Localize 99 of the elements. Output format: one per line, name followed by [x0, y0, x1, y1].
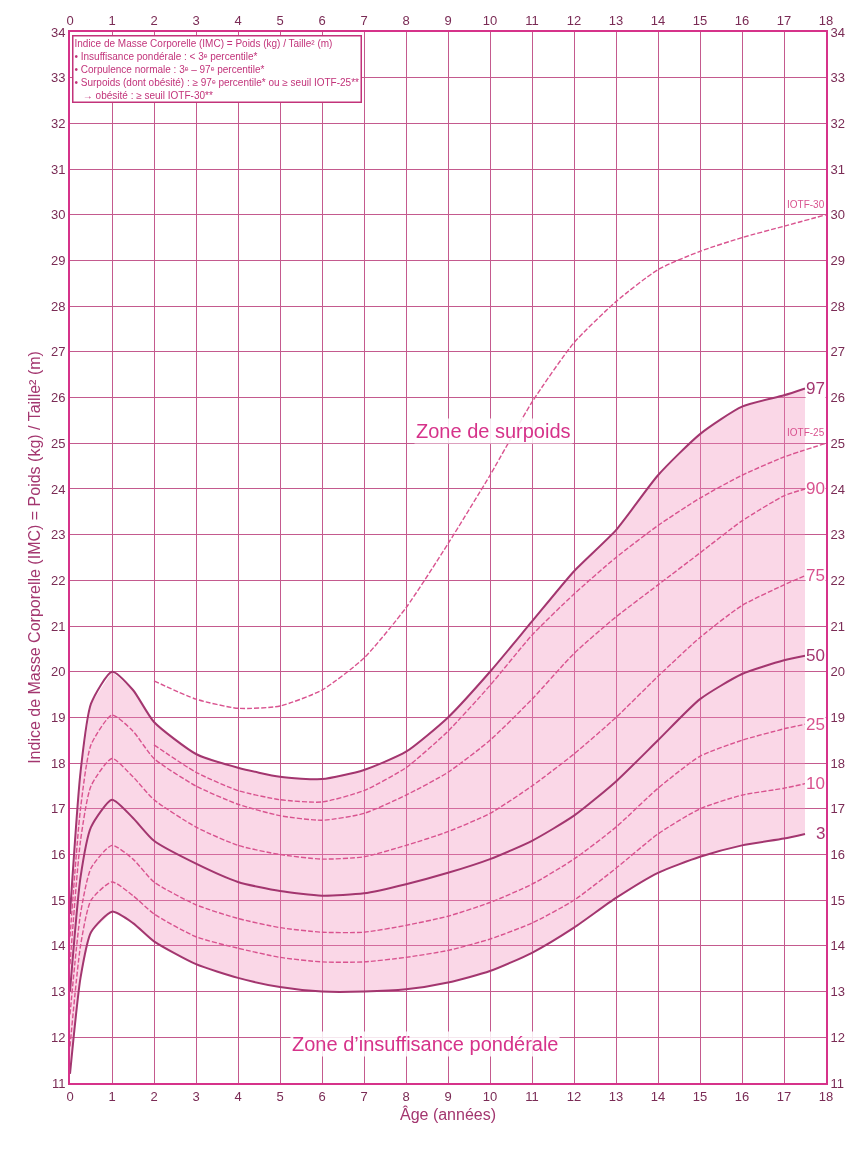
- y2-tick-label: 20: [830, 664, 846, 680]
- x2-tick-label: 16: [734, 1088, 750, 1104]
- x2-tick-label: 18: [818, 1088, 834, 1104]
- x2-tick-label: 17: [776, 1088, 792, 1104]
- y2-tick-label: 22: [830, 572, 846, 588]
- series-label: IOTF-30: [787, 199, 825, 210]
- y2-tick-label: 31: [830, 161, 846, 177]
- y-tick-label: 20: [50, 664, 66, 680]
- x-tick-label: 2: [150, 12, 158, 28]
- y2-tick-label: 11: [830, 1075, 845, 1091]
- y-tick-label: 34: [50, 24, 66, 40]
- y2-tick-label: 15: [830, 892, 846, 908]
- y-tick-label: 27: [50, 344, 66, 360]
- x2-tick-label: 12: [566, 1088, 582, 1104]
- x2-tick-label: 5: [276, 1088, 284, 1104]
- y-tick-label: 15: [50, 892, 66, 908]
- y-tick-label: 30: [50, 207, 66, 223]
- y-tick-label: 16: [50, 847, 66, 863]
- y-tick-label: 24: [50, 481, 66, 497]
- x-tick-label: 14: [650, 12, 666, 28]
- y2-tick-label: 30: [830, 207, 846, 223]
- x-tick-label: 3: [192, 12, 200, 28]
- annotation: Zone de surpoids: [416, 420, 571, 442]
- y-tick-label: 25: [50, 435, 66, 451]
- y-axis-title: Indice de Masse Corporelle (IMC) = Poids (kg) / Taille² (m): [26, 351, 44, 764]
- series-label: 75: [806, 566, 825, 585]
- y2-tick-label: 17: [830, 801, 846, 817]
- y-tick-label: 21: [50, 618, 66, 634]
- x2-tick-label: 1: [108, 1088, 116, 1104]
- x2-tick-label: 2: [150, 1088, 158, 1104]
- y2-tick-label: 33: [830, 70, 846, 86]
- x2-tick-label: 10: [482, 1088, 498, 1104]
- y-tick-label: 23: [50, 527, 66, 543]
- x-tick-label: 0: [66, 12, 74, 28]
- series-label: 25: [806, 715, 825, 734]
- y2-tick-label: 12: [830, 1029, 846, 1045]
- y2-tick-label: 26: [830, 390, 846, 406]
- y2-tick-label: 25: [830, 435, 846, 451]
- x-tick-label: 15: [692, 12, 708, 28]
- y2-tick-label: 19: [830, 709, 846, 725]
- y2-tick-label: 13: [830, 984, 846, 1000]
- y-tick-label: 26: [50, 390, 66, 406]
- y-tick-label: 28: [50, 298, 66, 314]
- y-tick-label: 17: [50, 801, 66, 817]
- x2-tick-label: 4: [234, 1088, 242, 1104]
- x2-tick-label: 11: [525, 1088, 539, 1104]
- x-tick-label: 5: [276, 12, 284, 28]
- y2-tick-label: 23: [830, 527, 846, 543]
- y-tick-label: 31: [50, 161, 66, 177]
- x2-tick-label: 14: [650, 1088, 666, 1104]
- series-label: 90: [806, 479, 825, 498]
- x-tick-label: 9: [444, 12, 452, 28]
- y2-tick-label: 16: [830, 847, 846, 863]
- y-tick-label: 19: [50, 709, 66, 725]
- y2-tick-label: 21: [830, 618, 846, 634]
- x2-tick-label: 13: [608, 1088, 624, 1104]
- y-tick-label: 12: [50, 1029, 66, 1045]
- y-tick-label: 11: [51, 1075, 66, 1091]
- x2-tick-label: 8: [402, 1088, 410, 1104]
- x2-tick-label: 7: [360, 1088, 368, 1104]
- y2-tick-label: 29: [830, 253, 846, 269]
- y2-tick-label: 14: [830, 938, 846, 954]
- x2-tick-label: 6: [318, 1088, 326, 1104]
- text: • Insuffisance pondérale : < 3ᵉ percentile* • Corpulence normale : 3ᵉ – 97ᵉ percentile* • Surpoids (dont obésité) : ≥ 97ᵉ percentile* ou ≥ seuil IOTF-25** → obésité : ≥ seuil IOTF-30**: [74, 50, 360, 101]
- x-tick-label: 11: [525, 12, 539, 28]
- x-tick-label: 12: [566, 12, 582, 28]
- x-tick-label: 1: [108, 12, 116, 28]
- y-tick-label: 14: [50, 938, 66, 954]
- y2-tick-label: 28: [830, 298, 846, 314]
- x-tick-label: 4: [234, 12, 242, 28]
- text: Indice de Masse Corporelle (IMC) = Poids (kg) / Taille² (m): [74, 37, 333, 49]
- x-tick-label: 10: [482, 12, 498, 28]
- x-axis-title: Âge (années): [399, 1104, 497, 1123]
- series-label: 97: [806, 379, 825, 398]
- y-tick-label: 33: [50, 70, 66, 86]
- series-label: 50: [806, 646, 825, 665]
- y-tick-label: 18: [50, 755, 66, 771]
- x2-tick-label: 3: [192, 1088, 200, 1104]
- y2-tick-label: 24: [830, 481, 846, 497]
- y2-tick-label: 27: [830, 344, 846, 360]
- x-tick-label: 13: [608, 12, 624, 28]
- annotation: Zone d’insuffisance pondérale: [292, 1033, 559, 1055]
- y-tick-label: 22: [50, 572, 66, 588]
- x-tick-label: 8: [402, 12, 410, 28]
- y2-tick-label: 18: [830, 755, 846, 771]
- x-tick-label: 7: [360, 12, 368, 28]
- series-label: IOTF-25: [787, 427, 825, 438]
- x-tick-label: 17: [776, 12, 792, 28]
- y-tick-label: 32: [50, 115, 66, 131]
- series-label: 3: [816, 824, 826, 843]
- y2-tick-label: 32: [830, 115, 846, 131]
- x2-tick-label: 9: [444, 1088, 452, 1104]
- x-tick-label: 6: [318, 12, 326, 28]
- y-tick-label: 13: [50, 984, 66, 1000]
- series-label: 10: [806, 774, 825, 793]
- y-tick-label: 29: [50, 253, 66, 269]
- x-tick-label: 16: [734, 12, 750, 28]
- x2-tick-label: 0: [66, 1088, 74, 1104]
- x2-tick-label: 15: [692, 1088, 708, 1104]
